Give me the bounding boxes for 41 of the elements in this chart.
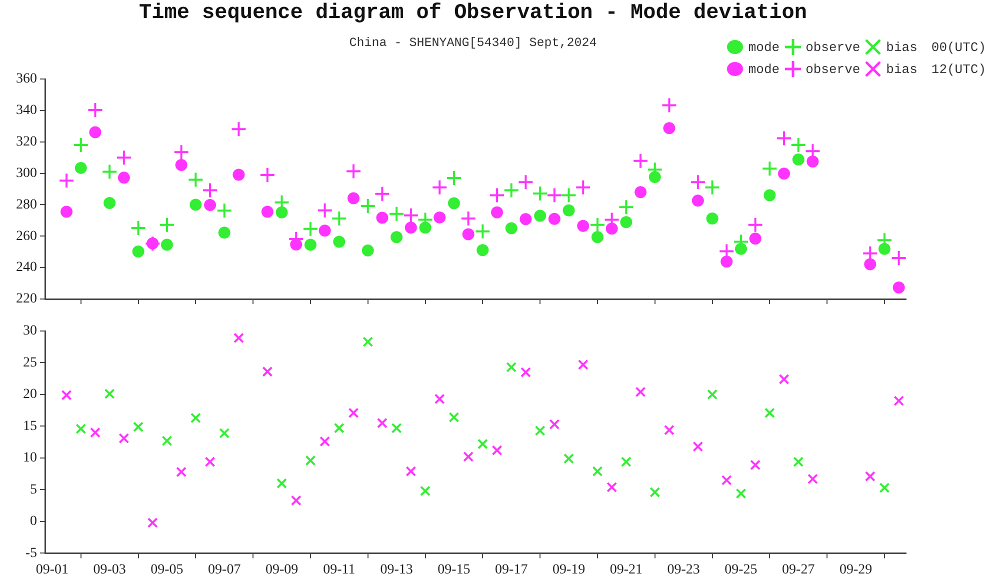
x-tick-label: 09-25 [724, 562, 758, 578]
y-tick-label: 5 [30, 482, 37, 498]
x-tick-label: 09-21 [610, 562, 643, 578]
y-tick-label: 260 [16, 228, 37, 244]
y-tick-label: 20 [23, 387, 37, 402]
y-tick-label: -5 [25, 546, 37, 561]
x-tick-label: 09-07 [208, 562, 241, 578]
y-tick-label: 340 [16, 103, 37, 118]
y-tick-label: 320 [16, 134, 37, 150]
y-tick-label: 10 [23, 450, 37, 466]
legend-label: observe [806, 40, 860, 54]
x-tick-label: 09-01 [36, 562, 69, 578]
text: bias [886, 40, 918, 54]
y-tick-label: 280 [16, 197, 37, 212]
x-tick-label: 09-23 [667, 562, 700, 578]
x-tick-label: 09-19 [552, 562, 586, 578]
x-tick-label: 09-15 [438, 562, 470, 578]
chart-title: Time sequence diagram of Observation - Mode deviation [138, 2, 808, 25]
legend-label: mode [748, 62, 780, 76]
text: 00(UTC) [931, 40, 986, 54]
x-tick-label: 09-13 [380, 562, 413, 578]
x-tick-label: 09-03 [93, 562, 126, 578]
x-tick-label: 09-09 [265, 562, 298, 578]
y-tick-label: 25 [23, 355, 37, 370]
chart-subtitle: China - SHENYANG[54340] Sept,2024 [349, 36, 597, 50]
x-tick-label: 09-29 [839, 562, 872, 578]
legend-label: mode [748, 40, 780, 54]
y-tick-label: 360 [16, 72, 37, 87]
text: bias [886, 62, 918, 76]
x-tick-label: 09-05 [150, 562, 184, 578]
y-tick-label: 0 [30, 514, 37, 530]
x-tick-label: 09-27 [782, 562, 815, 578]
y-tick-label: 30 [23, 324, 37, 339]
x-tick-label: 09-17 [495, 562, 528, 578]
x-tick-label: 09-11 [323, 562, 356, 578]
y-tick-label: 15 [23, 418, 37, 434]
y-tick-label: 240 [16, 260, 37, 276]
text: 12(UTC) [931, 62, 986, 76]
y-tick-label: 220 [16, 292, 37, 307]
y-tick-label: 300 [16, 166, 37, 181]
legend-label: observe [806, 62, 860, 76]
